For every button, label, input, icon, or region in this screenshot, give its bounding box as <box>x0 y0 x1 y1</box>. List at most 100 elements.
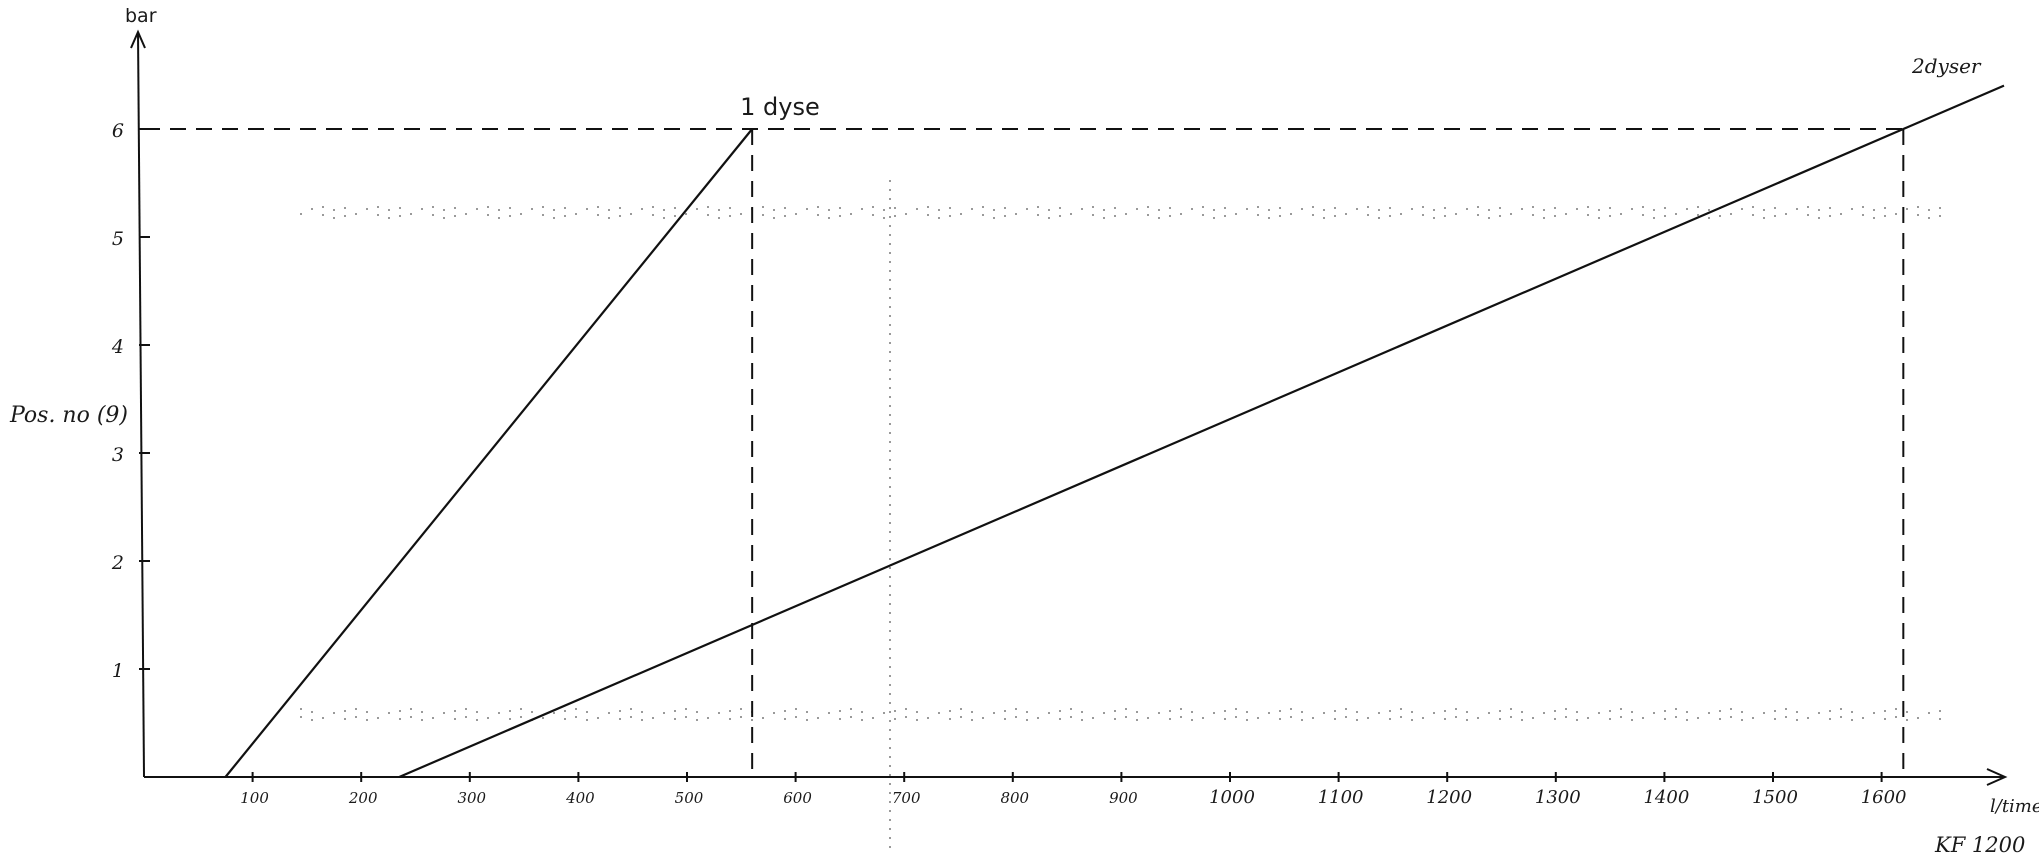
noise-dot <box>531 711 533 713</box>
noise-dot <box>1334 718 1336 720</box>
noise-dot <box>1114 710 1116 712</box>
noise-dot <box>1763 712 1765 714</box>
noise-dot <box>751 719 753 721</box>
noise-dot <box>641 719 643 721</box>
noise-dot <box>1312 717 1314 719</box>
noise-dot <box>889 234 891 236</box>
noise-dot <box>1015 708 1017 710</box>
noise-dot <box>1829 215 1831 217</box>
noise-dot <box>1818 209 1820 211</box>
noise-dot <box>377 206 379 208</box>
noise-dot <box>894 710 896 712</box>
noise-dot <box>1048 209 1050 211</box>
noise-dot <box>839 215 841 217</box>
noise-dot <box>795 716 797 718</box>
noise-dot <box>1719 718 1721 720</box>
noise-dot <box>1444 710 1446 712</box>
noise-dot <box>1048 217 1050 219</box>
noise-dot <box>889 630 891 632</box>
noise-dot <box>889 729 891 731</box>
noise-dot <box>889 378 891 380</box>
axes <box>130 29 2008 786</box>
y-tick-label: 3 <box>112 444 124 466</box>
noise-dot <box>850 716 852 718</box>
noise-dot <box>889 666 891 668</box>
noise-dot <box>1576 711 1578 713</box>
y-axis <box>137 31 145 778</box>
noise-dot <box>476 208 478 210</box>
noise-dot <box>1400 716 1402 718</box>
noise-dot <box>1356 719 1358 721</box>
noise-dot <box>1125 213 1127 215</box>
noise-dot <box>1433 209 1435 211</box>
noise-dot <box>509 215 511 217</box>
noise-dot <box>1939 207 1941 209</box>
noise-dot <box>949 215 951 217</box>
noise-dot <box>889 243 891 245</box>
noise-dot <box>993 217 995 219</box>
x-tick-label: 100 <box>240 789 269 807</box>
noise-dot <box>465 213 467 215</box>
noise-dot <box>388 209 390 211</box>
noise-dot <box>564 718 566 720</box>
noise-dot <box>889 261 891 263</box>
noise-dot <box>410 716 412 718</box>
noise-dot <box>817 717 819 719</box>
noise-dot <box>982 206 984 208</box>
noise-dot <box>1917 206 1919 208</box>
noise-dot <box>454 718 456 720</box>
noise-dot <box>1169 710 1171 712</box>
noise-dot <box>333 712 335 714</box>
noise-dot <box>773 712 775 714</box>
noise-dot <box>905 213 907 215</box>
noise-dot <box>1114 207 1116 209</box>
noise-dot <box>707 206 709 208</box>
noise-dot <box>1114 718 1116 720</box>
noise-dot <box>806 208 808 210</box>
noise-dot <box>889 369 891 371</box>
noise-dot <box>597 214 599 216</box>
noise-dot <box>1884 710 1886 712</box>
noise-dot <box>1906 719 1908 721</box>
noise-dot <box>1609 718 1611 720</box>
noise-dot <box>1037 206 1039 208</box>
noise-dot <box>399 207 401 209</box>
noise-dot <box>889 549 891 551</box>
noise-dot <box>520 213 522 215</box>
noise-dot <box>1873 712 1875 714</box>
noise-dot <box>1928 209 1930 211</box>
noise-dot <box>1653 209 1655 211</box>
noise-dot <box>1840 213 1842 215</box>
noise-dot <box>586 208 588 210</box>
noise-dot <box>300 708 302 710</box>
noise-dot <box>619 710 621 712</box>
noise-dot <box>889 495 891 497</box>
noise-dot <box>828 209 830 211</box>
noise-dot <box>889 468 891 470</box>
noise-dot <box>889 828 891 830</box>
noise-dot <box>619 718 621 720</box>
noise-dot <box>1169 207 1171 209</box>
noise-dot <box>1059 215 1061 217</box>
noise-dot <box>1521 711 1523 713</box>
noise-dot <box>344 718 346 720</box>
noise-dot <box>1532 214 1534 216</box>
noise-dot <box>575 213 577 215</box>
noise-dot <box>1103 209 1105 211</box>
noise-dot <box>1037 717 1039 719</box>
noise-dot <box>1510 213 1512 215</box>
noise-dot <box>1565 708 1567 710</box>
noise-dot <box>1070 213 1072 215</box>
noise-dot <box>630 716 632 718</box>
y-axis-arrow-icon <box>130 29 146 49</box>
noise-dot <box>762 214 764 216</box>
noise-dot <box>1664 215 1666 217</box>
noise-dot <box>1796 711 1798 713</box>
noise-dot <box>1807 717 1809 719</box>
noise-dot <box>1290 213 1292 215</box>
noise-dot <box>795 708 797 710</box>
noise-dot <box>718 712 720 714</box>
noise-dot <box>674 207 676 209</box>
noise-dot <box>652 214 654 216</box>
noise-dot <box>982 717 984 719</box>
